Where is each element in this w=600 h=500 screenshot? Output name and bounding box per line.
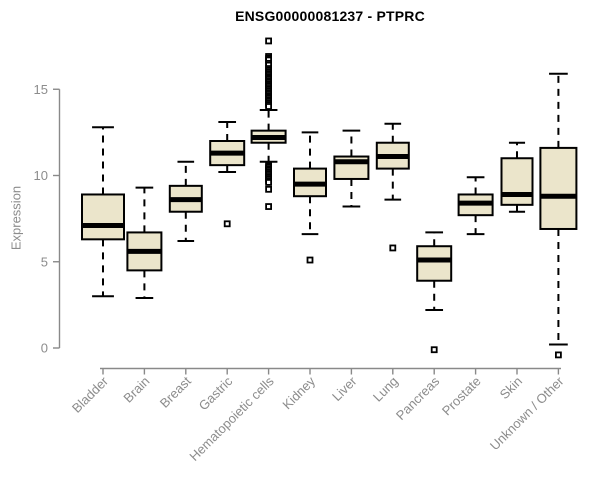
x-tick-label: Lung: [370, 374, 401, 405]
y-tick-label: 10: [34, 168, 48, 183]
outlier-point: [223, 220, 231, 228]
x-tick-label: Gastric: [196, 373, 236, 413]
outlier-point: [306, 256, 314, 264]
x-tick-label: Pancreas: [393, 373, 443, 423]
outlier-point: [265, 185, 273, 193]
iqr-box: [81, 193, 125, 241]
boxplot-breast: [168, 160, 203, 243]
boxplot-skin: [500, 141, 534, 213]
x-tick-label: Skin: [497, 374, 525, 402]
outlier-point: [265, 103, 273, 110]
y-tick-label: 15: [34, 82, 48, 97]
boxplot-unknown-other: [539, 72, 578, 359]
x-tick-label: Brain: [120, 374, 152, 406]
x-tick-label: Liver: [329, 373, 360, 404]
x-tick-label: Bladder: [69, 373, 112, 416]
boxplot-pancreas: [416, 231, 453, 354]
boxplot-prostate: [457, 176, 494, 236]
boxplot-hematopoietic-cells: [250, 37, 287, 210]
outlier-point: [430, 346, 438, 354]
outlier-point: [265, 203, 273, 210]
y-tick-label: 0: [41, 341, 48, 356]
boxplot-gastric: [209, 121, 246, 228]
boxplot-lung: [375, 122, 410, 252]
boxplot-liver: [333, 129, 370, 208]
iqr-box: [539, 146, 578, 230]
outlier-point: [265, 178, 273, 186]
y-tick-label: 5: [41, 254, 48, 269]
x-tick-label: Kidney: [279, 373, 318, 412]
chart-title: ENSG00000081237 - PTPRC: [235, 8, 425, 24]
boxplot-kidney: [293, 131, 327, 264]
iqr-box: [416, 245, 453, 282]
x-tick-label: Unknown / Other: [487, 373, 567, 453]
outlier-point: [555, 351, 562, 359]
x-tick-label: Breast: [157, 373, 194, 410]
boxplot-brain: [126, 186, 163, 299]
outlier-point: [389, 244, 397, 252]
iqr-box: [500, 157, 534, 206]
x-tick-label: Prostate: [439, 374, 484, 419]
outlier-point: [265, 37, 273, 45]
boxplot-bladder: [81, 126, 125, 298]
y-axis: 0 5 10 15: [34, 82, 61, 356]
